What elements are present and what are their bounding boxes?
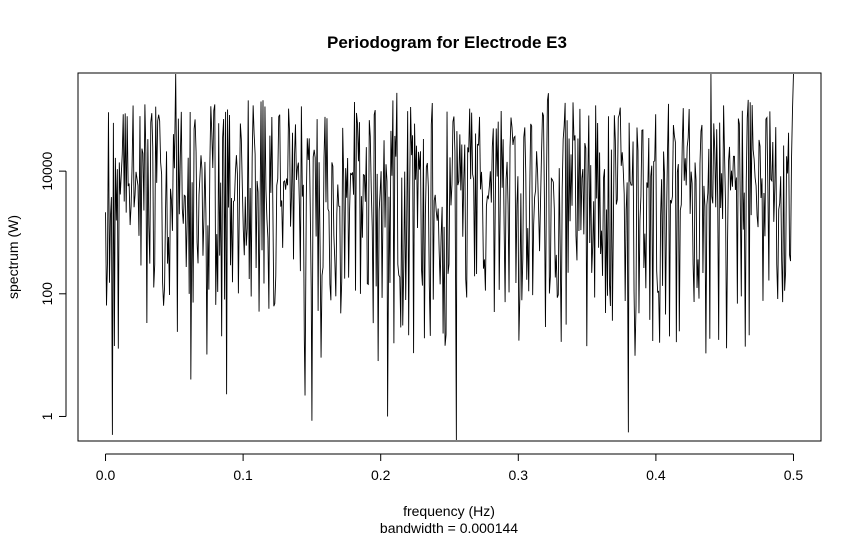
y-tick-label: 10000 <box>39 151 55 190</box>
x-tick-label: 0.3 <box>509 467 529 483</box>
bandwidth-label: bandwidth = 0.000144 <box>380 520 518 536</box>
x-axis: 0.0 0.1 0.2 0.3 0.4 0.5 <box>96 453 804 483</box>
x-tick-label: 0.0 <box>96 467 116 483</box>
y-axis: 1 100 10000 <box>39 151 67 420</box>
y-axis-label: spectrum (W) <box>5 215 21 299</box>
x-tick-label: 0.5 <box>784 467 804 483</box>
x-tick-label: 0.2 <box>371 467 391 483</box>
spectrum-series-line <box>105 73 794 441</box>
x-tick-label: 0.1 <box>233 467 253 483</box>
x-axis-label: frequency (Hz) <box>403 503 495 519</box>
y-tick-label: 100 <box>39 282 55 306</box>
chart-title: Periodogram for Electrode E3 <box>327 33 567 52</box>
x-tick-label: 0.4 <box>646 467 666 483</box>
y-tick-label: 1 <box>39 412 55 420</box>
plot-frame <box>77 72 822 442</box>
